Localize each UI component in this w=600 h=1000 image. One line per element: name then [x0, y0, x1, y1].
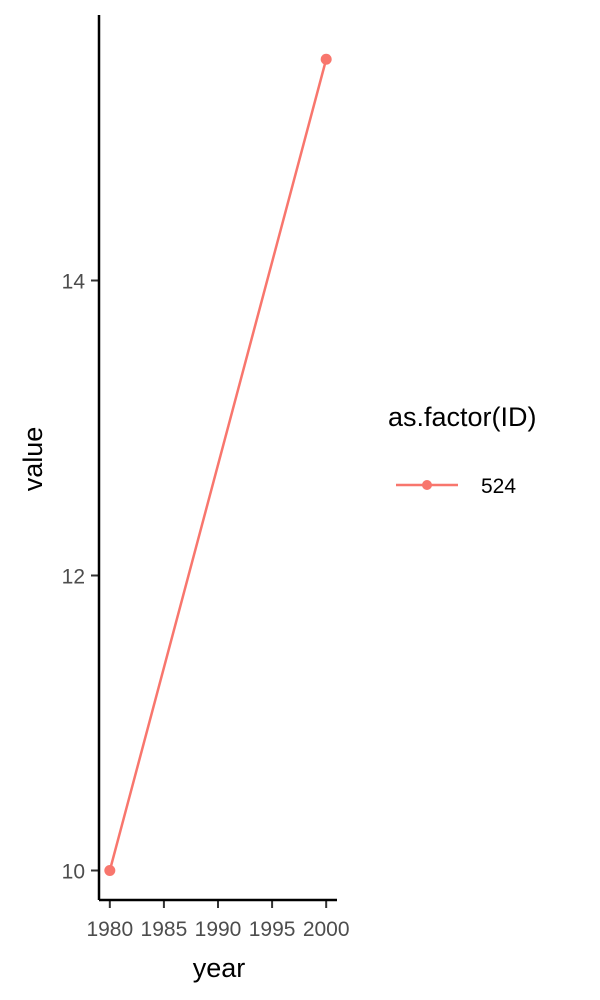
x-tick-label: 1985 [141, 918, 188, 941]
data-point [320, 53, 332, 65]
x-axis-ticks: 1980 1985 1990 1995 2000 [86, 900, 350, 941]
legend-label-524: 524 [481, 475, 516, 498]
legend: as.factor(ID) 524 [388, 402, 537, 498]
y-axis-ticks: 10 12 14 [62, 271, 99, 884]
x-tick-label: 1980 [86, 918, 133, 941]
y-tick-label: 12 [62, 566, 85, 589]
y-tick-label: 14 [62, 271, 86, 294]
x-axis-title: year [193, 953, 246, 983]
x-tick-label: 1990 [195, 918, 242, 941]
series-line-524 [108, 58, 328, 871]
data-point [104, 865, 116, 876]
series-layer [104, 53, 332, 876]
legend-key-point [422, 480, 432, 490]
y-tick-label: 10 [62, 861, 85, 884]
y-axis-title: value [18, 427, 48, 492]
x-tick-label: 2000 [303, 918, 350, 941]
legend-title: as.factor(ID) [388, 402, 537, 432]
x-tick-label: 1995 [249, 918, 296, 941]
